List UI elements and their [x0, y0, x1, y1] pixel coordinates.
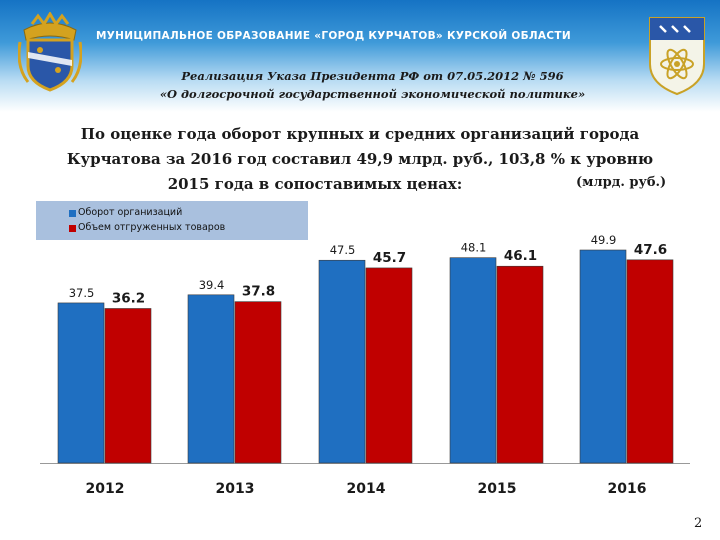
- data-label-turnover-2013: 39.4: [199, 278, 225, 292]
- legend-label-shipped-goods: Объем отгруженных товаров: [78, 222, 226, 233]
- bar-shipped-2016: [626, 259, 674, 464]
- kurchatov-city-coat-of-arms-icon: [649, 17, 705, 96]
- bar-shipped-2012: [104, 308, 152, 464]
- bar-turnover-2012: [57, 302, 105, 464]
- unit-label: (млрд. руб.): [576, 175, 667, 190]
- headline-line-1: По оценке года оборот крупных и средних …: [80, 125, 640, 143]
- bar-shipped-2015: [496, 265, 544, 464]
- bar-turnover-2016: [579, 249, 627, 464]
- legend-item-turnover: Оборот организаций: [69, 207, 183, 221]
- data-label-turnover-2016: 49.9: [591, 233, 617, 247]
- legend-swatch-shipped-goods: [69, 225, 76, 232]
- bar-turnover-2014: [318, 259, 366, 464]
- legend-item-shipped-goods: Объем отгруженных товаров: [69, 222, 226, 236]
- headline-text: По оценке года оборот крупных и средних …: [40, 122, 680, 197]
- data-label-shipped-2014: 45.7: [373, 250, 406, 266]
- x-tick-label-2016: 2016: [608, 481, 647, 497]
- data-label-turnover-2014: 47.5: [330, 243, 356, 257]
- x-tick-label-2012: 2012: [86, 481, 125, 497]
- page-number: 2: [694, 516, 703, 531]
- x-tick-label-2015: 2015: [478, 481, 517, 497]
- data-label-turnover-2015: 48.1: [461, 241, 487, 255]
- x-tick-label-2013: 2013: [216, 481, 255, 497]
- headline-line-2: Курчатова за 2016 год составил 49,9 млрд…: [66, 150, 654, 168]
- kursk-region-coat-of-arms-icon: [18, 12, 82, 92]
- bar-shipped-2014: [365, 267, 413, 464]
- headline-line-3: 2015 года в сопоставимых ценах:: [167, 175, 463, 193]
- bar-shipped-2013: [234, 301, 282, 464]
- data-label-shipped-2012: 36.2: [112, 290, 145, 306]
- data-label-shipped-2013: 37.8: [242, 284, 275, 300]
- organization-title: МУНИЦИПАЛЬНОЕ ОБРАЗОВАНИЕ «ГОРОД КУРЧАТО…: [96, 30, 571, 42]
- decree-subtitle: «О долгосрочной государственной экономич…: [159, 87, 586, 101]
- data-label-turnover-2012: 37.5: [69, 286, 95, 300]
- decree-title: Реализация Указа Президента РФ от 07.05.…: [181, 69, 564, 83]
- bar-turnover-2013: [187, 294, 235, 464]
- legend-swatch-turnover: [69, 210, 76, 217]
- header-banner: МУНИЦИПАЛЬНОЕ ОБРАЗОВАНИЕ «ГОРОД КУРЧАТО…: [0, 0, 720, 112]
- data-label-shipped-2015: 46.1: [504, 248, 537, 264]
- chart-legend: Оборот организаций Объем отгруженных тов…: [36, 201, 308, 240]
- bar-turnover-2015: [449, 257, 497, 464]
- legend-label-turnover: Оборот организаций: [78, 207, 183, 218]
- data-label-shipped-2016: 47.6: [634, 242, 667, 258]
- x-tick-label-2014: 2014: [347, 481, 386, 497]
